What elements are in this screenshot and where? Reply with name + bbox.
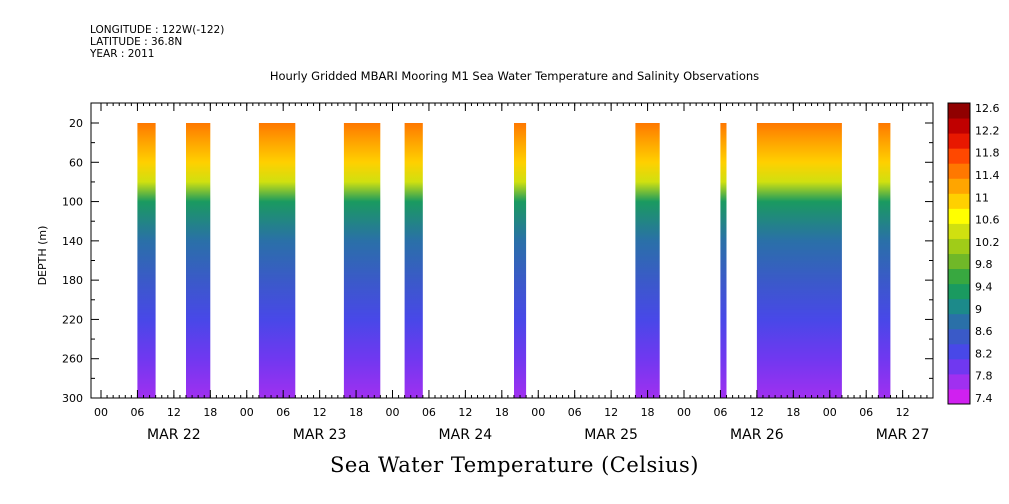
x-tick-label: 12	[896, 406, 910, 419]
colorbar-label: 9.8	[975, 258, 993, 271]
data-segment	[186, 123, 211, 398]
data-segment	[756, 123, 842, 398]
colorbar-swatch	[948, 373, 970, 390]
y-axis: 20 60 100 140 180 220 260 300	[62, 117, 933, 405]
x-tick-label: 06	[130, 406, 144, 419]
x-tick-label: 06	[713, 406, 727, 419]
colorbar-border	[947, 102, 971, 405]
colorbar-swatch	[948, 133, 970, 149]
latitude-label: LATITUDE : 36.8N	[90, 36, 183, 48]
colorbar-swatch	[948, 148, 970, 164]
colorbar-swatch	[948, 343, 970, 360]
x-tick-label: 18	[641, 406, 655, 419]
y-tick-label: 180	[62, 274, 83, 287]
x-tick-label: 00	[677, 406, 691, 419]
date-label: MAR 25	[584, 427, 638, 443]
plot-frame	[90, 102, 934, 399]
colorbar-swatch	[948, 103, 970, 119]
data-segment	[720, 123, 727, 398]
y-tick-label: 220	[62, 313, 83, 326]
colorbar-label: 12.2	[975, 124, 1000, 137]
colorbar-swatch	[948, 268, 970, 285]
colorbar-swatch	[948, 238, 970, 254]
x-tick-label: 12	[604, 406, 618, 419]
chart-title: Hourly Gridded MBARI Mooring M1 Sea Wate…	[269, 69, 760, 83]
colorbar-label: 9	[975, 303, 982, 316]
y-tick-label: 60	[69, 156, 83, 169]
x-tick-label: 06	[859, 406, 873, 419]
y-tick-label: 140	[62, 235, 83, 248]
x-axis: 00 06 12 18 00 06 12 18 00 06 12 18 00 06 12 18 00 06 12 18…	[94, 103, 934, 443]
colorbar-label: 9.4	[975, 281, 993, 294]
y-axis-label: DEPTH (m)	[36, 226, 49, 286]
x-tick-label: 00	[823, 406, 837, 419]
x-tick-label: 00	[531, 406, 545, 419]
data-segment	[514, 123, 527, 398]
x-tick-label: 12	[458, 406, 472, 419]
colorbar-label: 11.4	[975, 169, 1000, 182]
y-tick-label: 100	[62, 196, 83, 209]
data-segments	[137, 123, 891, 398]
x-tick-label: 18	[786, 406, 800, 419]
data-segment	[343, 123, 381, 398]
colorbar-label: 8.6	[975, 325, 993, 338]
y-tick-label: 20	[69, 117, 83, 130]
x-tick-label: 12	[167, 406, 181, 419]
x-tick-label: 00	[94, 406, 108, 419]
x-axis-title: Sea Water Temperature (Celsius)	[329, 453, 699, 477]
colorbar-label: 10.2	[975, 236, 1000, 249]
colorbar-swatch	[948, 193, 970, 209]
colorbar-label: 11	[975, 191, 989, 204]
x-tick-label: 06	[422, 406, 436, 419]
data-segment	[635, 123, 660, 398]
x-tick-label: 00	[386, 406, 400, 419]
year-label: YEAR : 2011	[90, 48, 155, 60]
colorbar-swatch	[948, 178, 970, 194]
data-segment	[878, 123, 891, 398]
colorbar: 7.4 7.8 8.2 8.6 9 9.4 9.8 10.2 10.6 11 11.4 11.8 12.…	[947, 102, 1000, 405]
y-tick-label: 300	[62, 392, 83, 405]
colorbar-swatch	[948, 328, 970, 345]
colorbar-swatch	[948, 313, 970, 330]
date-label: MAR 27	[876, 427, 930, 443]
colorbar-swatch	[948, 358, 970, 375]
colorbar-label: 7.8	[975, 370, 993, 383]
x-tick-label: 18	[349, 406, 363, 419]
data-segment	[258, 123, 296, 398]
date-label: MAR 23	[293, 427, 347, 443]
data-segment	[404, 123, 423, 398]
plot-border	[90, 102, 934, 399]
colorbar-label: 11.8	[975, 147, 1000, 160]
data-segment	[137, 123, 156, 398]
x-tick-label: 18	[495, 406, 509, 419]
colorbar-swatch	[948, 298, 970, 315]
colorbar-swatch	[948, 253, 970, 270]
x-tick-label: 06	[276, 406, 290, 419]
x-tick-label: 12	[750, 406, 764, 419]
colorbar-label: 10.6	[975, 214, 1000, 227]
x-tick-label: 00	[240, 406, 254, 419]
colorbar-label: 8.2	[975, 347, 993, 360]
colorbar-swatch	[948, 388, 970, 405]
y-tick-label: 260	[62, 353, 83, 366]
colorbar-swatch	[948, 283, 970, 300]
date-label: MAR 26	[730, 427, 784, 443]
colorbar-swatch	[948, 163, 970, 179]
date-label: MAR 22	[147, 427, 201, 443]
longitude-label: LONGITUDE : 122W(-122)	[90, 24, 225, 36]
x-tick-label: 12	[313, 406, 327, 419]
colorbar-swatch	[948, 208, 970, 224]
colorbar-swatch	[948, 223, 970, 239]
x-tick-label: 06	[568, 406, 582, 419]
date-label: MAR 24	[439, 427, 493, 443]
colorbar-label: 7.4	[975, 392, 993, 405]
colorbar-label: 12.6	[975, 102, 1000, 115]
x-tick-label: 18	[203, 406, 217, 419]
colorbar-swatch	[948, 118, 970, 134]
